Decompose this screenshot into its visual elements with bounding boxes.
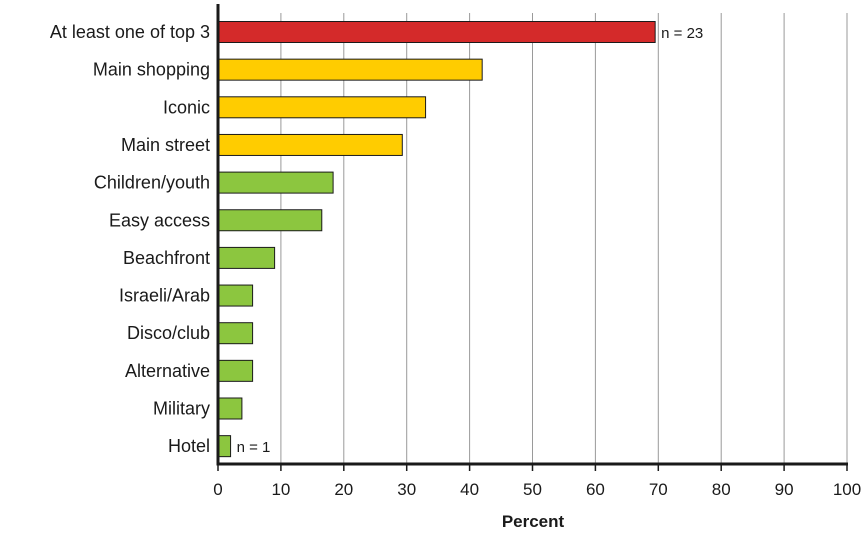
annotation-at-least-one-of-top-3: n = 23 [661, 25, 703, 42]
gridlines [280, 13, 848, 464]
category-label-disco-club: Disco/club [127, 323, 210, 343]
x-axis-title: Percent [502, 512, 565, 531]
x-tick-label-60: 60 [586, 480, 605, 499]
bar-alternative [217, 359, 254, 382]
x-tick-label-90: 90 [775, 480, 794, 499]
x-tick-label-0: 0 [213, 480, 222, 499]
bar-disco-club [217, 322, 254, 345]
x-tick-label-70: 70 [649, 480, 668, 499]
category-label-main-street: Main street [121, 135, 210, 155]
category-label-israeli-arab: Israeli/Arab [119, 286, 210, 306]
axes [216, 4, 848, 471]
x-tick-label-10: 10 [271, 480, 290, 499]
category-label-beachfront: Beachfront [123, 248, 210, 268]
category-label-main-shopping: Main shopping [93, 60, 210, 80]
category-label-easy-access: Easy access [109, 210, 210, 230]
x-tick-label-20: 20 [334, 480, 353, 499]
bar-easy-access [217, 209, 323, 232]
bar-main-street [217, 133, 403, 156]
category-label-children-youth: Children/youth [94, 173, 210, 193]
x-tick-labels: 0 10 20 30 40 50 60 70 80 90 100 [213, 480, 861, 499]
bar-beachfront [217, 246, 276, 269]
x-tick-label-100: 100 [833, 480, 861, 499]
category-label-iconic: Iconic [163, 97, 210, 117]
category-labels: At least one of top 3 Main shopping Iconic… [50, 22, 210, 456]
annotation-hotel: n = 1 [237, 439, 271, 456]
bar-main-shopping [217, 58, 483, 81]
annotations: n = 23 n = 1 [237, 25, 704, 456]
category-label-alternative: Alternative [125, 361, 210, 381]
category-label-hotel: Hotel [168, 436, 210, 456]
bar-at-least-one-of-top-3 [217, 21, 656, 43]
bar-iconic [217, 96, 427, 119]
category-label-military: Military [153, 399, 210, 419]
x-tick-label-30: 30 [397, 480, 416, 499]
bar-hotel [217, 435, 232, 458]
bar-military [217, 397, 243, 420]
x-tick-label-50: 50 [523, 480, 542, 499]
x-tick-label-40: 40 [460, 480, 479, 499]
bar-israeli-arab [217, 284, 254, 307]
x-tick-label-80: 80 [712, 480, 731, 499]
bars [217, 21, 656, 458]
category-label-at-least-one-of-top-3: At least one of top 3 [50, 22, 210, 42]
bar-children-youth [217, 171, 334, 194]
